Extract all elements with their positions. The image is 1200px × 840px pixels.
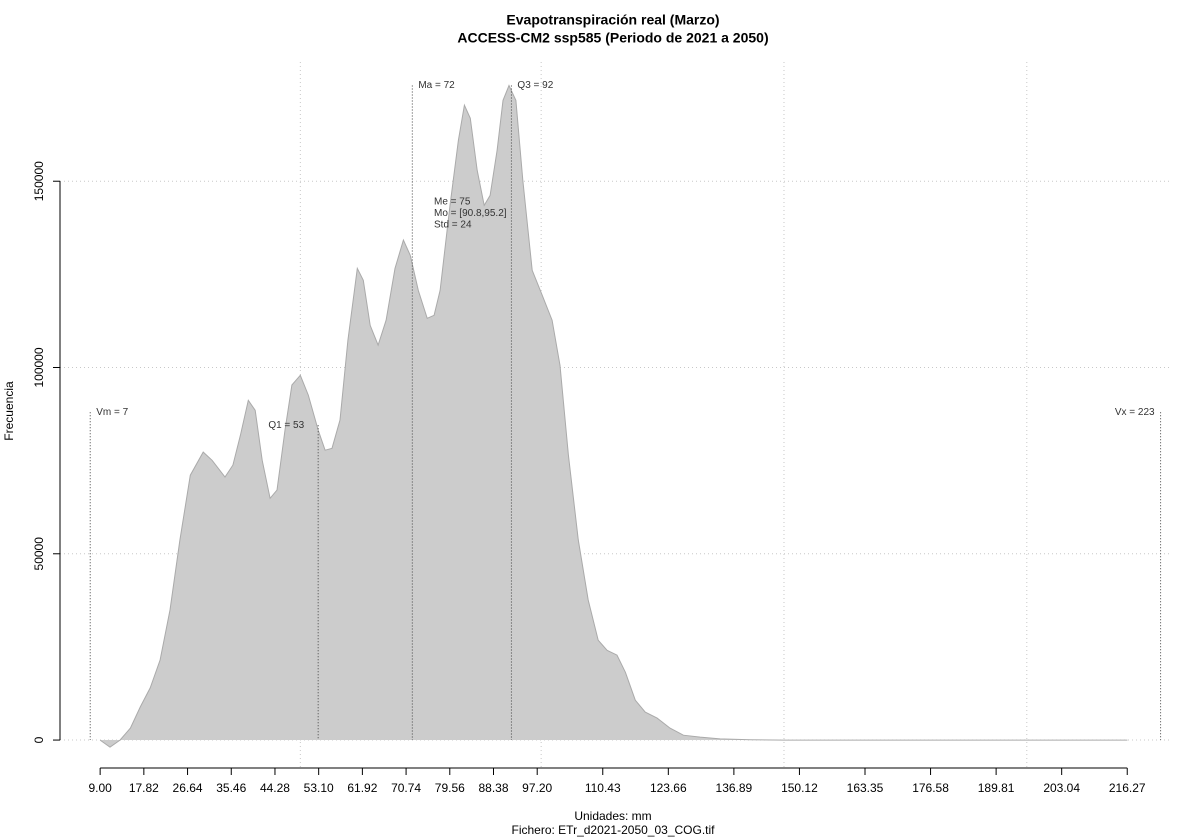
y-tick-label: 100000 — [32, 347, 46, 387]
annotation-label: Vx = 223 — [1115, 407, 1155, 418]
x-tick-label: 136.89 — [716, 781, 753, 795]
x-tick-label: 44.28 — [260, 781, 290, 795]
annotation-label: Q3 = 92 — [517, 80, 553, 91]
x-tick-label: 88.38 — [478, 781, 508, 795]
area-fill — [100, 85, 1128, 748]
chart-title: Evapotranspiración real (Marzo) — [506, 12, 719, 28]
stat-label: Std = 24 — [434, 220, 472, 231]
x-tick-label: 35.46 — [216, 781, 246, 795]
chart-subtitle: ACCESS-CM2 ssp585 (Periodo de 2021 a 205… — [457, 30, 768, 46]
annotation-label: Vm = 7 — [96, 407, 128, 418]
x-tick-label: 61.92 — [347, 781, 377, 795]
y-tick-label: 150000 — [32, 161, 46, 201]
y-tick-label: 0 — [32, 736, 46, 743]
x-tick-label: 189.81 — [978, 781, 1015, 795]
stat-label: Mo = [90.8,95.2] — [434, 208, 507, 219]
x-axis-label: Unidades: mm — [574, 809, 651, 823]
x-tick-label: 110.43 — [585, 781, 621, 795]
x-tick-label: 9.00 — [88, 781, 112, 795]
x-tick-label: 203.04 — [1043, 781, 1080, 795]
x-tick-label: 176.58 — [912, 781, 949, 795]
x-tick-label: 123.66 — [650, 781, 687, 795]
x-tick-label: 17.82 — [129, 781, 159, 795]
x-tick-label: 163.35 — [847, 781, 884, 795]
y-tick-label: 50000 — [32, 537, 46, 571]
x-tick-label: 97.20 — [522, 781, 552, 795]
x-tick-label: 150.12 — [781, 781, 818, 795]
x-tick-label: 216.27 — [1109, 781, 1146, 795]
annotation-label: Ma = 72 — [418, 80, 455, 91]
x-tick-label: 79.56 — [435, 781, 465, 795]
area-line — [99, 84, 1128, 748]
y-axis-label: Frecuencia — [2, 381, 16, 441]
annotation-label: Q1 = 53 — [268, 420, 304, 431]
x-tick-label: 53.10 — [304, 781, 334, 795]
x-tick-label: 26.64 — [173, 781, 203, 795]
x-tick-label: 70.74 — [391, 781, 421, 795]
x-axis-label-file: Fichero: ETr_d2021-2050_03_COG.tif — [512, 823, 716, 837]
stat-label: Me = 75 — [434, 197, 471, 208]
